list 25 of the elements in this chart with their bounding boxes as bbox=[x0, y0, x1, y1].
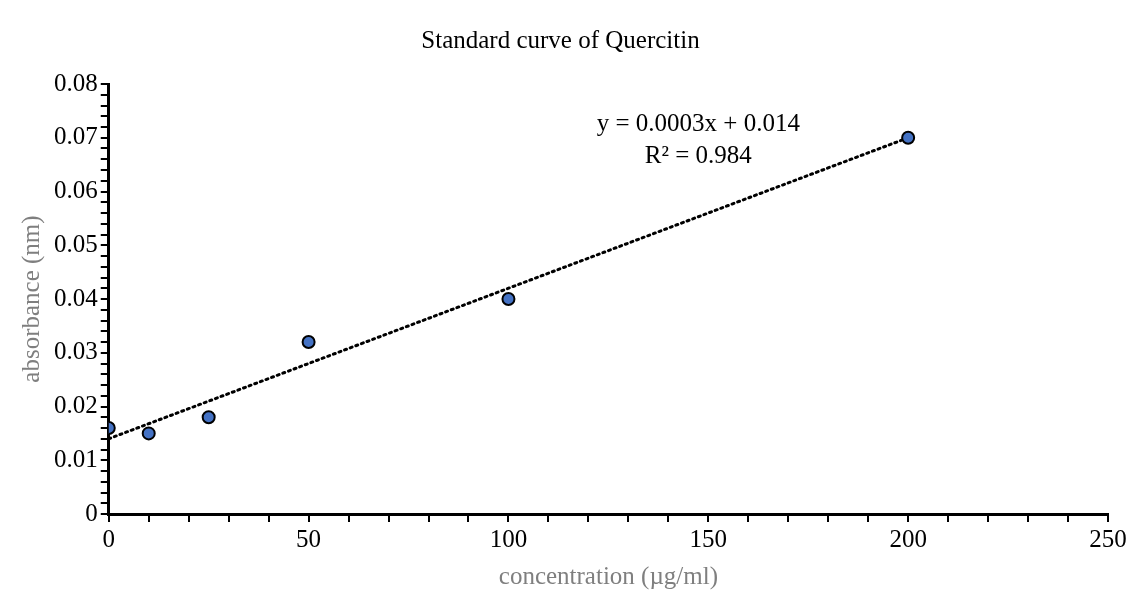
y-tick-label: 0.08 bbox=[54, 68, 98, 96]
text: 0 bbox=[85, 498, 98, 526]
y-tick-label: 0.02 bbox=[54, 391, 98, 419]
point bbox=[901, 130, 916, 145]
y-tick-label: 0.07 bbox=[54, 122, 98, 150]
x-tick-label: 200 bbox=[889, 524, 927, 552]
point bbox=[301, 335, 316, 349]
point bbox=[201, 410, 216, 425]
x-tick-label: 150 bbox=[689, 524, 728, 552]
x-axis-title: concentration (µg/ml) bbox=[498, 561, 718, 590]
annotation: y = 0.0003x + 0.014 bbox=[596, 108, 801, 136]
point bbox=[501, 292, 516, 306]
x-tick-label: 50 bbox=[296, 524, 322, 552]
y-tick-label: 0.05 bbox=[54, 229, 98, 257]
annotation: R² = 0.984 bbox=[644, 140, 753, 168]
y-tick-label: 0.03 bbox=[54, 337, 98, 365]
x-tick-label: 100 bbox=[489, 524, 528, 552]
chart-title: Standard curve of Quercitin bbox=[421, 25, 701, 53]
y-axis-title: absorbance (nm) bbox=[16, 215, 45, 383]
y-tick-label: 0.06 bbox=[54, 176, 98, 204]
x-tick-label: 0 bbox=[102, 524, 115, 552]
y-tick-label: 0.04 bbox=[54, 283, 99, 311]
point bbox=[141, 426, 156, 441]
x-tick-label: 250 bbox=[1089, 524, 1127, 552]
y-tick-label: 0.01 bbox=[54, 444, 98, 472]
